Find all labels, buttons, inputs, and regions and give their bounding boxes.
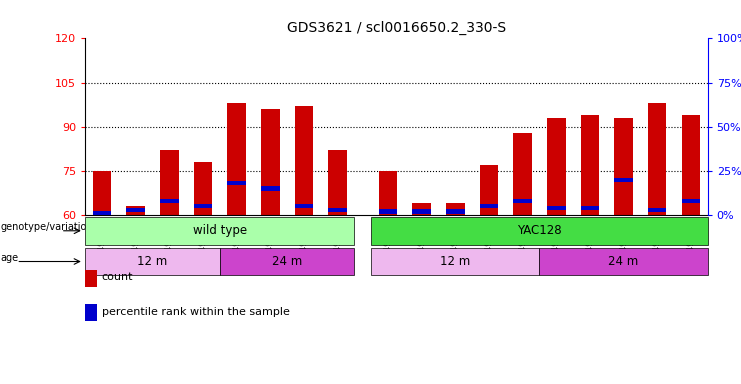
Text: genotype/variation: genotype/variation: [1, 222, 93, 232]
Bar: [379, 171, 397, 215]
Bar: [227, 103, 246, 215]
Text: count: count: [102, 272, 133, 282]
Bar: [479, 165, 498, 215]
Bar: [193, 204, 212, 209]
Text: 24 m: 24 m: [272, 255, 302, 268]
Bar: [193, 162, 212, 215]
Bar: [227, 181, 246, 185]
Text: 12 m: 12 m: [137, 255, 167, 268]
Bar: [413, 203, 431, 215]
Bar: [614, 118, 633, 215]
Bar: [295, 106, 313, 215]
Bar: [514, 132, 532, 215]
Bar: [328, 150, 347, 215]
Bar: [547, 118, 565, 215]
Bar: [648, 207, 666, 212]
Bar: [446, 209, 465, 214]
Bar: [446, 203, 465, 215]
Bar: [581, 115, 599, 215]
Bar: [328, 207, 347, 212]
Bar: [160, 150, 179, 215]
Bar: [682, 115, 700, 215]
Bar: [261, 109, 279, 215]
Text: wild type: wild type: [193, 224, 247, 237]
Bar: [648, 103, 666, 215]
Bar: [547, 206, 565, 210]
Text: age: age: [1, 253, 19, 263]
Bar: [93, 211, 111, 215]
Bar: [261, 186, 279, 191]
Bar: [682, 199, 700, 203]
Text: 12 m: 12 m: [440, 255, 471, 268]
Text: percentile rank within the sample: percentile rank within the sample: [102, 307, 290, 317]
Bar: [295, 204, 313, 209]
Bar: [93, 171, 111, 215]
Bar: [514, 199, 532, 203]
Bar: [413, 209, 431, 214]
Bar: [160, 199, 179, 203]
Bar: [127, 207, 145, 212]
Bar: [479, 204, 498, 209]
Text: YAC128: YAC128: [517, 224, 562, 237]
Bar: [379, 209, 397, 214]
Title: GDS3621 / scl0016650.2_330-S: GDS3621 / scl0016650.2_330-S: [287, 20, 506, 35]
Bar: [127, 206, 145, 215]
Bar: [614, 177, 633, 182]
Bar: [581, 206, 599, 210]
Text: 24 m: 24 m: [608, 255, 639, 268]
